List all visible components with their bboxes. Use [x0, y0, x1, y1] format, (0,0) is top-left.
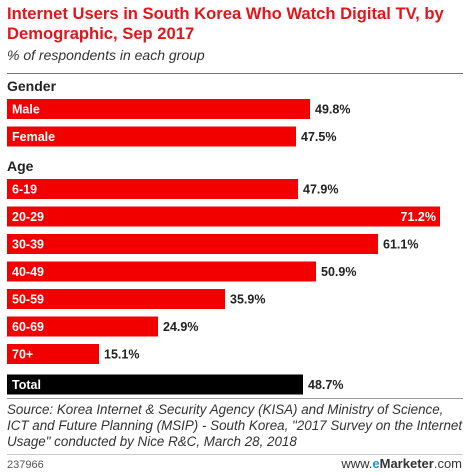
group-heading: Age — [7, 158, 34, 174]
bar — [7, 99, 310, 119]
group-heading: Gender — [7, 78, 57, 94]
chart-title: Internet Users in South Korea Who Watch … — [7, 4, 444, 43]
bar-chart: Gender Male 49.8% Female 47.5% Age 6-19 47.9% 20… — [7, 78, 440, 395]
bar-value-label: 71.2% — [401, 210, 436, 224]
bar-category-label: 30-39 — [12, 238, 44, 252]
bar-category-label: Total — [12, 378, 41, 392]
bar — [7, 126, 296, 147]
bar — [7, 234, 378, 254]
bar — [7, 289, 225, 309]
bar-value-label: 49.8% — [315, 103, 350, 117]
chart-id: 237966 — [7, 459, 44, 471]
bar-value-label: 35.9% — [230, 293, 265, 307]
bar — [7, 261, 316, 282]
bar-value-label: 15.1% — [104, 348, 139, 362]
bar — [7, 206, 440, 227]
bar-category-label: 50-59 — [12, 293, 44, 307]
bar-category-label: 20-29 — [12, 210, 44, 224]
bar — [7, 316, 158, 337]
bar — [7, 374, 303, 395]
bar — [7, 179, 298, 199]
bar-category-label: 40-49 — [12, 265, 44, 279]
bar-category-label: Female — [12, 130, 55, 144]
bar-category-label: 6-19 — [12, 183, 37, 197]
emarketer-logo[interactable]: www.eMarketer.com — [341, 456, 462, 471]
source-divider — [7, 398, 463, 399]
bar-value-label: 47.9% — [303, 183, 338, 197]
bar — [7, 344, 99, 364]
bar-category-label: Male — [12, 103, 40, 117]
chart-subtitle: % of respondents in each group — [7, 47, 205, 63]
footer-divider — [7, 454, 463, 455]
bar-category-label: 70+ — [12, 348, 33, 362]
bar-value-label: 47.5% — [301, 130, 336, 144]
bar-category-label: 60-69 — [12, 320, 44, 334]
title-divider — [7, 73, 463, 74]
bar-value-label: 61.1% — [383, 238, 418, 252]
source-note: Source: Korea Internet & Security Agency… — [7, 402, 463, 449]
bar-value-label: 50.9% — [321, 265, 356, 279]
bar-value-label: 24.9% — [163, 320, 198, 334]
bar-value-label: 48.7% — [308, 378, 343, 392]
